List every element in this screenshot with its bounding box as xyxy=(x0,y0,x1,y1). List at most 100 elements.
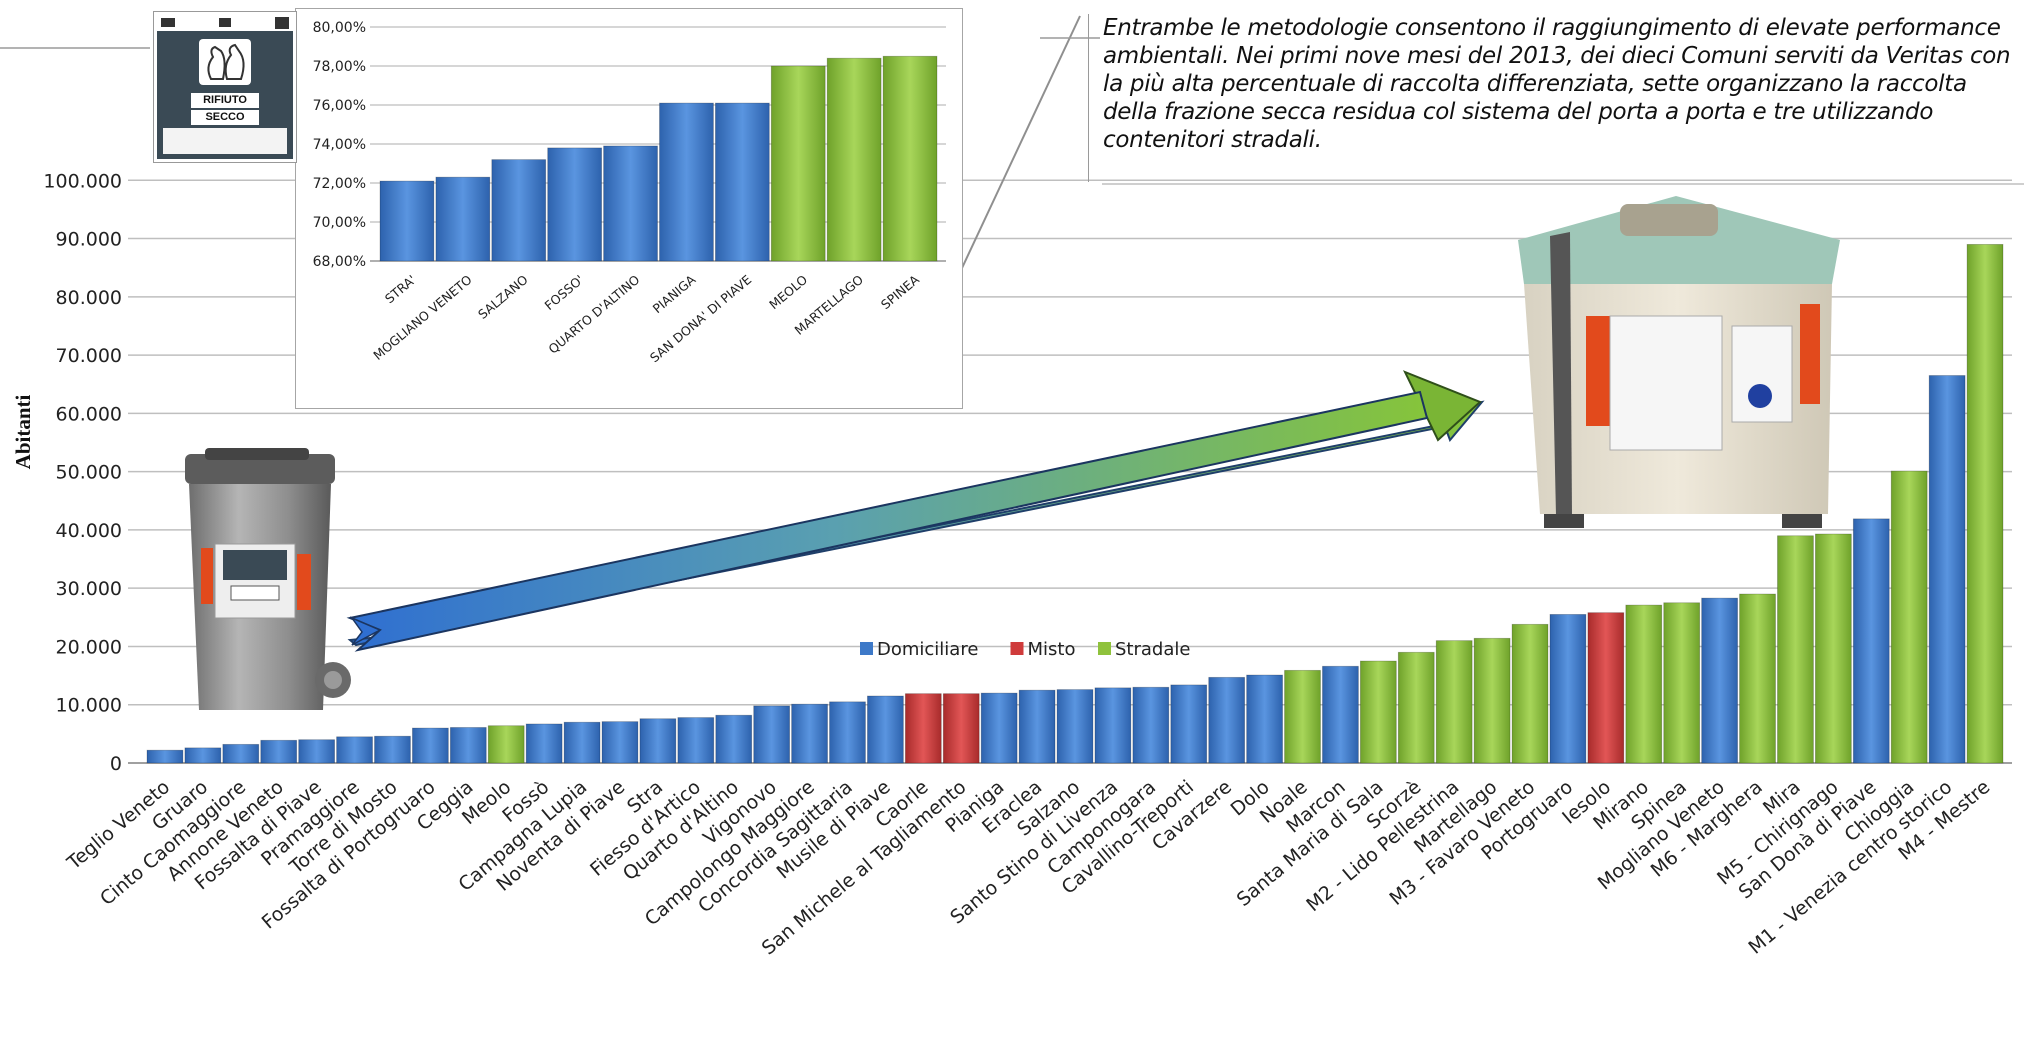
inset-x-tick-label: MOGLIANO VENETO xyxy=(370,272,475,363)
main-bar xyxy=(639,718,677,764)
inset-bar xyxy=(770,65,826,262)
main-bar xyxy=(715,714,753,764)
main-bar xyxy=(601,721,639,764)
label-line-2: SECCO xyxy=(191,110,259,125)
inset-x-tick-labels: STRA'MOGLIANO VENETO SALZANO FOSSO'QUARTO … xyxy=(370,272,922,366)
legend-swatch xyxy=(1010,642,1024,655)
inset-bar xyxy=(547,147,602,262)
inset-bars xyxy=(379,55,938,262)
main-bar xyxy=(1170,684,1208,764)
main-bar xyxy=(1094,687,1132,764)
main-bar xyxy=(374,735,411,764)
main-bar xyxy=(1473,637,1511,764)
main-bar xyxy=(942,693,980,764)
main-bar xyxy=(1587,612,1625,764)
main-bar xyxy=(1359,660,1397,764)
callout-text: Entrambe le metodologie consentono il ra… xyxy=(1103,15,2011,153)
wheelie-bin-photo xyxy=(185,448,351,710)
inset-x-tick-label: QUARTO D'ALTINO xyxy=(545,272,642,357)
inset-x-tick-label: STRA' xyxy=(382,272,419,306)
main-bar xyxy=(184,747,222,764)
inset-y-tick-label: 80,00% xyxy=(313,20,366,36)
main-y-tick-label: 10.000 xyxy=(56,695,122,717)
inset-bar xyxy=(714,102,770,262)
main-bar xyxy=(1056,689,1094,764)
main-bar xyxy=(1815,533,1852,764)
main-y-tick-label: 50.000 xyxy=(56,462,122,484)
main-bar xyxy=(677,717,715,764)
legend-entry: Domiciliare xyxy=(877,639,978,660)
main-y-tick-label: 30.000 xyxy=(56,578,122,600)
inset-x-tick-label: MEOLO xyxy=(766,272,810,312)
inset-y-tick-label: 68,00% xyxy=(313,254,366,270)
inset-y-tick-label: 72,00% xyxy=(313,176,366,192)
main-bar xyxy=(563,721,601,764)
main-bar xyxy=(1397,651,1435,764)
main-bar xyxy=(298,739,335,764)
legend-swatch xyxy=(860,642,873,655)
main-bar xyxy=(867,695,904,764)
main-bar xyxy=(412,727,449,764)
main-y-tick-label: 20.000 xyxy=(56,636,122,658)
main-bar xyxy=(829,701,866,764)
main-y-tick-label: 100.000 xyxy=(43,170,122,192)
main-bar xyxy=(980,692,1018,764)
main-bar xyxy=(1284,669,1321,764)
main-bar xyxy=(146,749,184,764)
label-instructions xyxy=(163,128,287,154)
arrow-graphic xyxy=(346,370,1485,652)
main-bar xyxy=(1511,623,1549,764)
main-y-tick-label: 70.000 xyxy=(56,345,122,367)
main-y-tick-label: 40.000 xyxy=(56,520,122,542)
bag-icon xyxy=(199,39,251,85)
label-header-icons xyxy=(157,15,293,31)
main-bar xyxy=(1625,604,1663,764)
legend-swatch xyxy=(1098,642,1111,655)
main-bar xyxy=(753,705,791,764)
inset-x-tick-label: FOSSO' xyxy=(542,272,587,313)
main-bar xyxy=(1018,689,1056,764)
legend-entry: Stradale xyxy=(1115,639,1190,660)
main-bar xyxy=(1246,674,1283,764)
main-y-tick-label: 80.000 xyxy=(56,287,122,309)
inset-bar xyxy=(826,57,882,262)
inset-x-tick-label: PIANIGA xyxy=(650,272,699,317)
inset-x-tick-label: SPINEA xyxy=(878,272,922,313)
main-bar xyxy=(1890,470,1928,764)
inset-bar xyxy=(435,176,491,262)
inset-bar xyxy=(379,180,435,262)
main-y-axis-label: Abitanti xyxy=(11,394,35,469)
main-bar xyxy=(222,743,260,764)
main-bar xyxy=(904,693,942,764)
inset-y-tick-label: 78,00% xyxy=(313,59,366,75)
main-bar xyxy=(525,723,563,764)
main-bar xyxy=(1966,243,2004,764)
main-bar xyxy=(1777,535,1814,764)
main-bars xyxy=(146,243,2004,764)
callout-rule xyxy=(1088,14,1089,182)
main-bar xyxy=(1322,665,1359,764)
inset-x-tick-label: SALZANO xyxy=(475,272,531,322)
main-y-tick-label: 90.000 xyxy=(56,229,122,251)
main-bar xyxy=(260,739,298,764)
rifiuto-secco-label-card: RIFIUTO SECCO xyxy=(153,11,297,163)
main-bar xyxy=(1663,602,1701,764)
main-y-tick-labels: 0 10.000 20.000 30.000 40.000 50.000 60.000 70.… xyxy=(43,170,122,775)
inset-y-tick-label: 70,00% xyxy=(313,215,366,231)
main-bar xyxy=(1739,593,1776,764)
main-bar xyxy=(1435,640,1473,764)
main-bar xyxy=(1132,686,1170,764)
main-bar xyxy=(1852,518,1890,764)
inset-y-tick-label: 74,00% xyxy=(313,137,366,153)
main-y-tick-label: 0 xyxy=(110,753,122,775)
main-bar xyxy=(1208,676,1246,764)
main-y-tick-label: 60.000 xyxy=(56,403,122,425)
main-bar xyxy=(1549,614,1587,764)
inset-bar xyxy=(659,102,714,262)
legend-entry: Misto xyxy=(1028,639,1076,660)
main-legend: Domiciliare Misto Stradale xyxy=(860,639,1190,660)
main-bar xyxy=(1928,375,1966,764)
main-bar xyxy=(1701,597,1738,764)
